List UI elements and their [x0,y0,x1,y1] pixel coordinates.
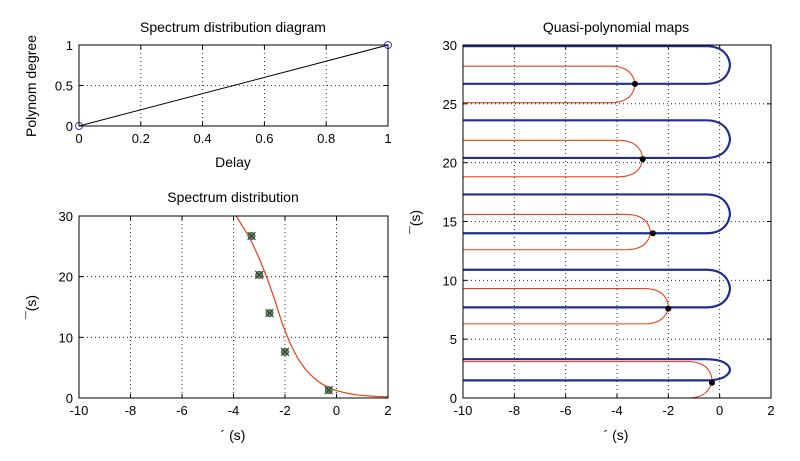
root-cross [265,308,274,318]
x-tick-label: 0.4 [194,131,212,146]
y-tick-label: 10 [59,330,73,345]
chart-title: Quasi-polynomial maps [543,19,689,35]
chart-title: Spectrum distribution [167,189,299,205]
root-cross [247,231,256,241]
x-tick-label: -4 [228,403,240,418]
intersection-point [708,379,715,386]
red-contour [463,213,651,251]
x-tick-label: -8 [125,403,137,418]
intersection-point [665,305,672,312]
x-tick-label: 0 [716,403,723,418]
root-cross [324,385,334,395]
y-tick-label: 15 [443,215,457,230]
y-tick-label: 30 [59,209,73,224]
root-cross [254,270,264,280]
x-tick-label: 0.2 [132,131,150,146]
y-tick-label: 0 [66,119,73,134]
y-tick-label: 20 [443,156,457,171]
x-tick-label: 0.6 [255,131,273,146]
x-axis-label: Delay [215,154,251,170]
y-tick-label: 5 [450,332,457,347]
x-tick-label: -10 [454,403,473,418]
x-tick-label: 0 [333,403,340,418]
x-axis-label: ´ (s) [221,427,246,443]
y-tick-label: 30 [443,38,457,53]
x-tick-label: -6 [176,403,188,418]
x-tick-label: 1 [384,131,391,146]
x-tick-label: -4 [611,403,623,418]
y-tick-label: 1 [66,38,73,53]
x-tick-label: -6 [560,403,572,418]
y-axis-label: Polynom degree [23,35,39,137]
plot-frame [462,44,772,399]
root-cross [280,347,290,357]
x-tick-label: 2 [767,403,774,418]
y-tick-label: 0.5 [55,79,73,94]
x-tick-label: 2 [384,403,391,418]
y-tick-label: 25 [443,97,457,112]
y-tick-label: 10 [443,273,457,288]
x-tick-label: -10 [70,403,89,418]
blue-contour [463,45,732,85]
spectrum-distribution-panel: Spectrum distribution -10 -8 -6 -4 -2 0 201020… [23,189,392,443]
intersection-point [639,156,646,163]
blue-contour [463,268,732,309]
intersection-point [649,230,656,237]
chart-title: Spectrum distribution diagram [140,19,326,35]
intersection-point [631,80,638,87]
y-tick-label: 0 [450,391,457,406]
blue-contour [463,119,732,160]
x-tick-label: -8 [509,403,521,418]
y-tick-label: 0 [66,391,73,406]
plot-frame [78,215,389,399]
y-axis-label: ¯(s) [407,210,423,235]
asymptotic-curve [235,215,389,398]
quasi-polynomial-panel: Quasi-polynomial maps -10 -8 -6 -4 -2 0 205101… [407,19,775,443]
blue-contour [463,358,732,382]
y-tick-label: 20 [59,270,73,285]
x-tick-label: 0 [75,131,82,146]
degree-line [78,44,389,127]
x-tick-label: 0.8 [317,131,335,146]
x-axis-label: ´ (s) [604,427,629,443]
spectrum-diagram-panel: Spectrum distribution diagram 0 0.2 0.4 0.6… [23,19,392,170]
blue-contour [463,193,732,235]
x-tick-label: -2 [279,403,291,418]
x-tick-label: -2 [663,403,675,418]
plot-frame [78,44,389,127]
y-axis-label: ¯(s) [23,295,39,320]
